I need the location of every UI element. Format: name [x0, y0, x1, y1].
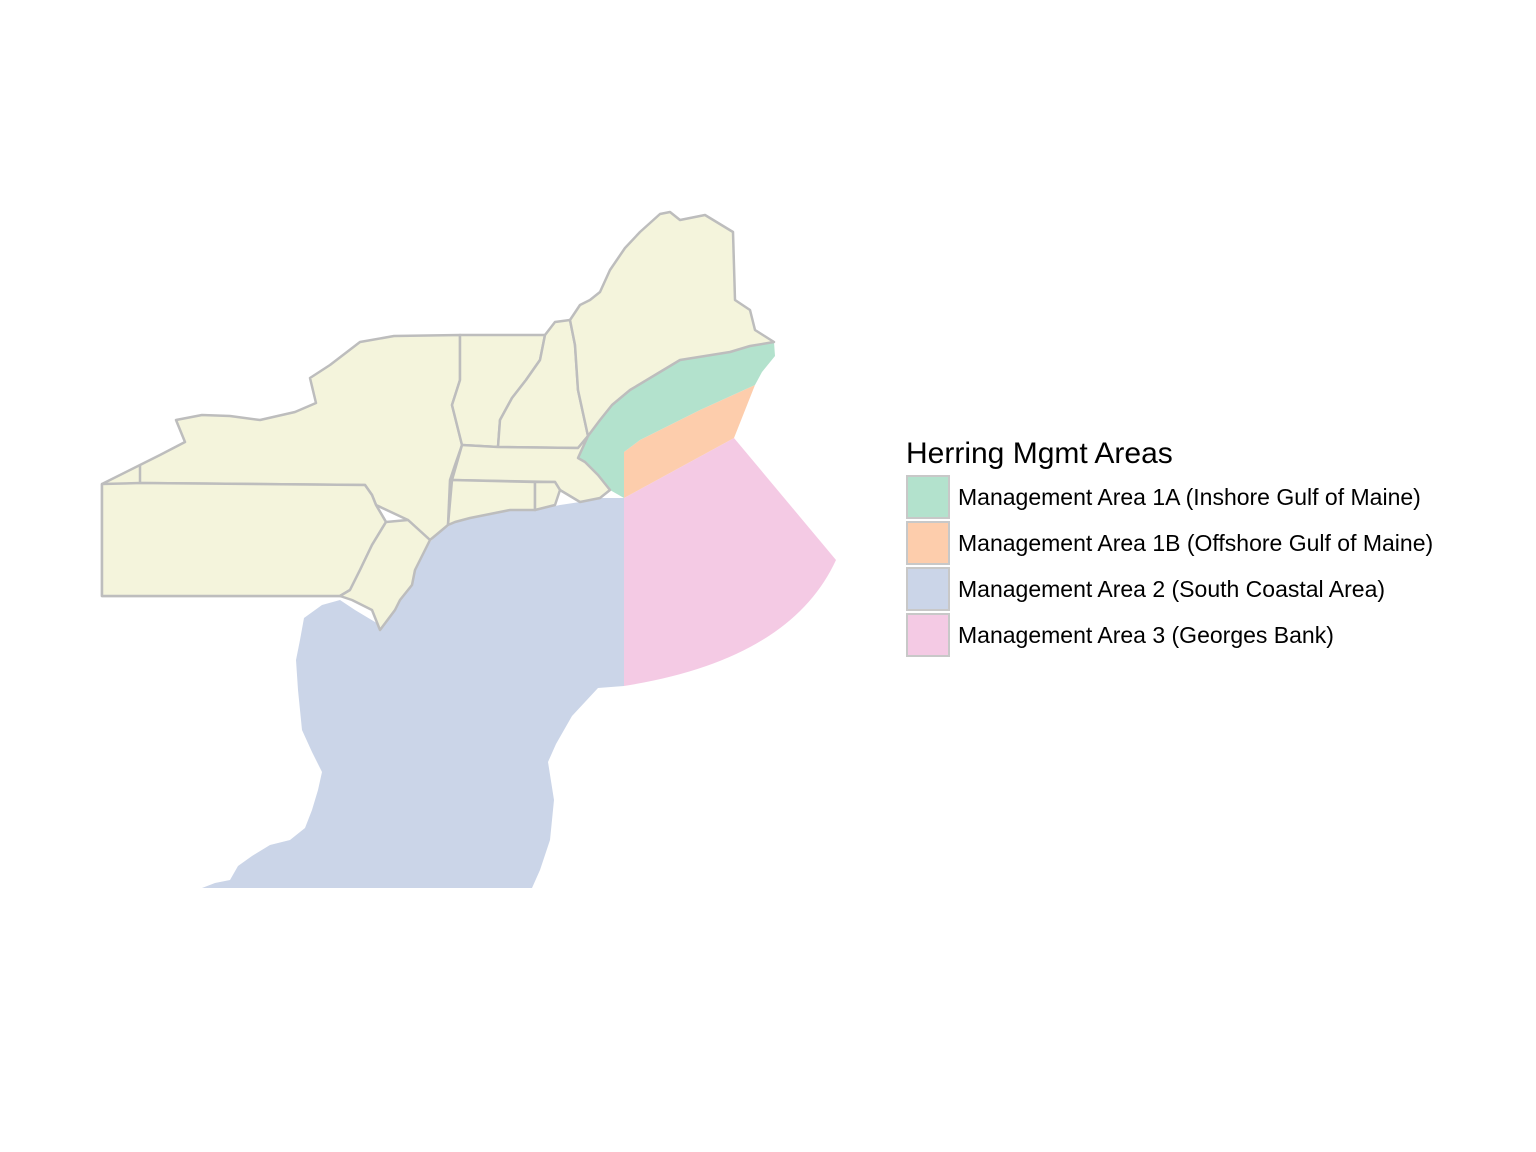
state-new-jersey	[338, 518, 432, 632]
legend: Herring Mgmt Areas Management Area 1A (I…	[906, 434, 1433, 658]
state-pennsylvania	[100, 481, 388, 598]
legend-item-area-2: Management Area 2 (South Coastal Area)	[906, 566, 1433, 612]
state-rhode-island	[533, 480, 562, 512]
area-2-south-coastal	[202, 498, 624, 888]
area-1b-offshore-gulf	[624, 385, 755, 498]
legend-label-area-3: Management Area 3 (Georges Bank)	[958, 621, 1334, 648]
legend-swatch-area-1a	[906, 475, 950, 519]
legend-item-area-3: Management Area 3 (Georges Bank)	[906, 612, 1433, 658]
legend-label-area-1a: Management Area 1A (Inshore Gulf of Main…	[958, 483, 1421, 510]
area-3-georges-bank	[624, 438, 836, 686]
legend-swatch-area-1b	[906, 521, 950, 565]
legend-swatch-area-3	[906, 613, 950, 657]
state-maine	[568, 210, 776, 438]
legend-title: Herring Mgmt Areas	[906, 437, 1173, 470]
legend-label-area-1b: Management Area 1B (Offshore Gulf of Mai…	[958, 529, 1434, 556]
legend-label-area-2: Management Area 2 (South Coastal Area)	[958, 575, 1386, 602]
area-1a-inshore-gulf	[578, 342, 775, 498]
legend-item-area-1a: Management Area 1A (Inshore Gulf of Main…	[906, 474, 1433, 520]
legend-item-area-1b: Management Area 1B (Offshore Gulf of Mai…	[906, 520, 1433, 566]
land-states	[100, 210, 776, 632]
legend-swatch-area-2	[906, 567, 950, 611]
legend-items: Management Area 1A (Inshore Gulf of Main…	[906, 474, 1433, 658]
